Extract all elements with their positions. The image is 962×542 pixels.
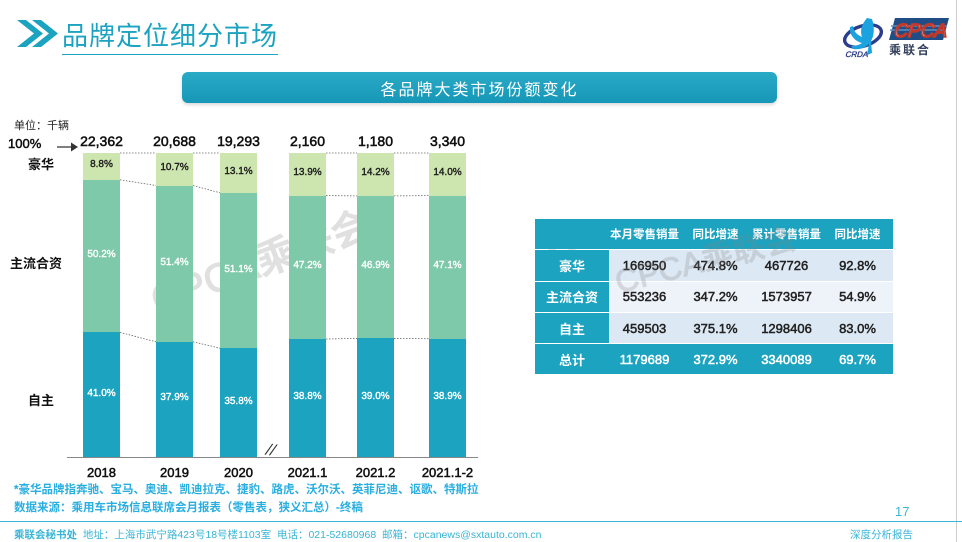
svg-text:CRDA: CRDA [845, 50, 868, 59]
svg-text:乘联合: 乘联合 [889, 41, 931, 58]
svg-text:CPCA: CPCA [893, 21, 947, 42]
